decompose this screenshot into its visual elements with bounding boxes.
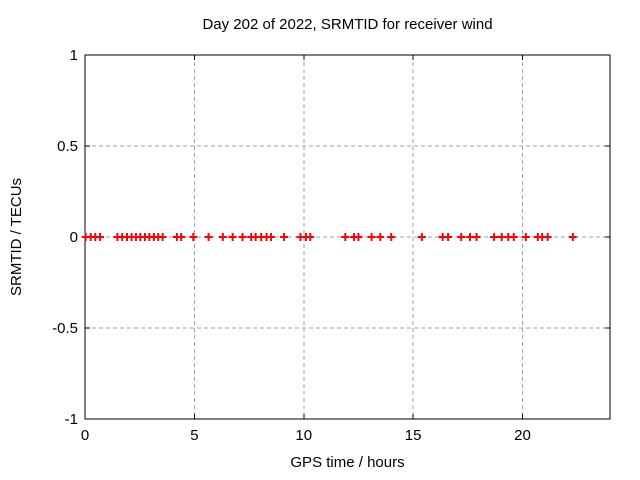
data-point-marker (490, 233, 499, 241)
data-point-marker (387, 233, 396, 241)
data-point-marker (306, 233, 315, 241)
y-tick-label: -0.5 (52, 320, 78, 337)
x-tick-label: 0 (81, 427, 89, 444)
data-point-marker (158, 233, 167, 241)
data-point-marker (228, 233, 237, 241)
data-point-marker (177, 233, 186, 241)
data-point-marker (341, 233, 350, 241)
data-point-marker (543, 233, 552, 241)
data-point-marker (376, 233, 385, 241)
data-point-marker (568, 233, 577, 241)
x-tick-label: 15 (405, 427, 422, 444)
data-point-marker (96, 233, 105, 241)
y-tick-label: 0 (70, 229, 78, 246)
data-point-marker (521, 233, 530, 241)
data-point-marker (444, 233, 453, 241)
data-point-marker (354, 233, 363, 241)
data-point-marker (266, 233, 275, 241)
data-point-marker (472, 233, 481, 241)
data-point-marker (509, 233, 518, 241)
x-tick-label: 20 (514, 427, 531, 444)
data-point-marker (204, 233, 213, 241)
data-point-marker (457, 233, 466, 241)
y-tick-label: 1 (70, 47, 78, 64)
y-tick-label: 0.5 (57, 138, 78, 155)
data-point-marker (367, 233, 376, 241)
data-point-marker (417, 233, 426, 241)
x-axis-label: GPS time / hours (290, 454, 405, 471)
data-point-marker (238, 233, 247, 241)
chart-title: Day 202 of 2022, SRMTID for receiver win… (202, 16, 493, 33)
data-point-marker (280, 233, 289, 241)
x-tick-label: 5 (190, 427, 198, 444)
data-point-marker (218, 233, 227, 241)
data-point-marker (189, 233, 198, 241)
y-tick-label: -1 (65, 411, 78, 428)
x-tick-label: 10 (295, 427, 312, 444)
